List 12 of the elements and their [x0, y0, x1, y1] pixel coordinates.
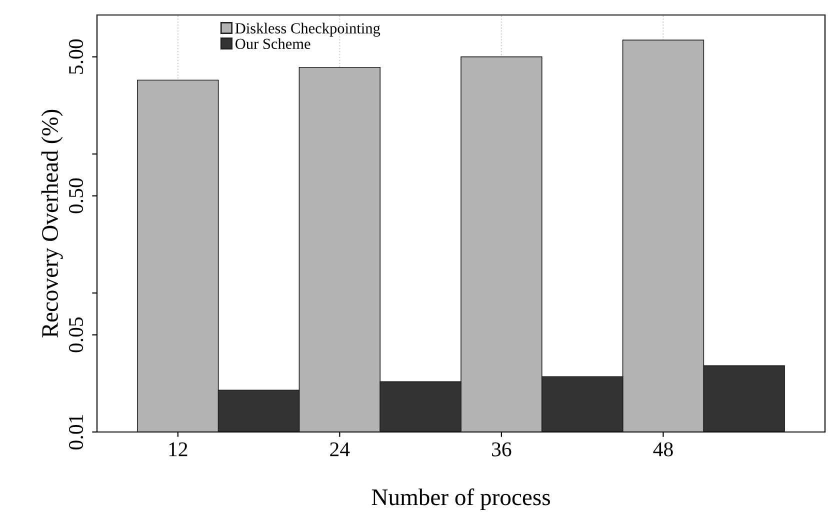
- y-tick-label: 0.05: [68, 317, 84, 352]
- x-tick-label: 12: [169, 442, 188, 456]
- x-axis-title: Number of process: [372, 488, 550, 510]
- x-tick-label: 36: [492, 442, 512, 456]
- legend-label: Diskless Checkpointing: [235, 22, 380, 37]
- y-axis-title: Recovery Overhead (%): [41, 110, 63, 338]
- y-tick-label: 5.00: [68, 39, 84, 74]
- y-tick-label: 0.01: [68, 415, 84, 450]
- legend-label: Our Scheme: [235, 38, 310, 50]
- x-tick-label: 48: [653, 442, 673, 456]
- x-tick-label: 24: [330, 442, 350, 456]
- y-tick-label: 0.50: [68, 178, 84, 214]
